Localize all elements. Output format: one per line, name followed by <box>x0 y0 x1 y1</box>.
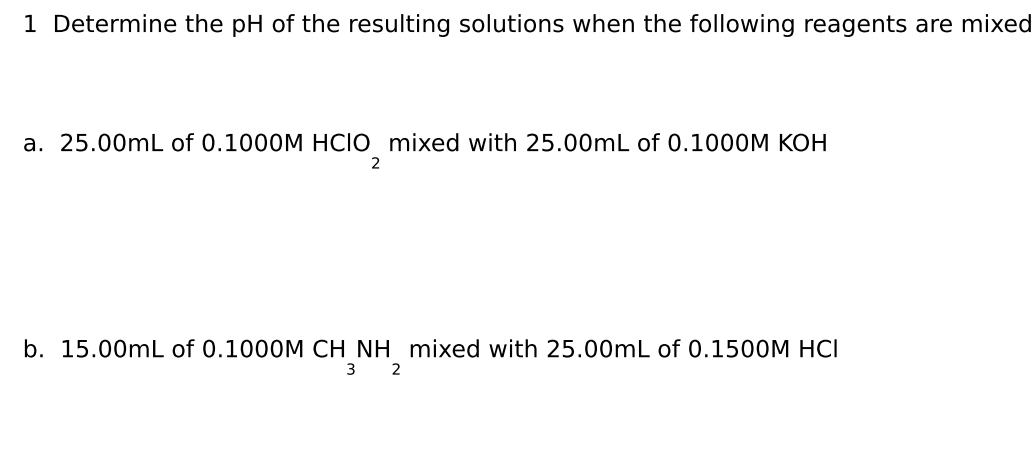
Text: 1: 1 <box>23 13 37 37</box>
Text: NH: NH <box>356 338 392 362</box>
Text: a.: a. <box>23 132 60 156</box>
Text: mixed with 25.00mL of 0.1500M HCl: mixed with 25.00mL of 0.1500M HCl <box>401 338 840 362</box>
Text: 15.00mL of 0.1000M CH: 15.00mL of 0.1000M CH <box>60 338 346 362</box>
Text: 2: 2 <box>392 363 401 378</box>
Text: 2: 2 <box>371 157 381 172</box>
Text: b.: b. <box>23 338 60 362</box>
Text: 3: 3 <box>346 363 356 378</box>
Text: 25.00mL of 0.1000M HClO: 25.00mL of 0.1000M HClO <box>60 132 371 156</box>
Text: Determine the pH of the resulting solutions when the following reagents are mixe: Determine the pH of the resulting soluti… <box>37 13 1034 37</box>
Text: mixed with 25.00mL of 0.1000M KOH: mixed with 25.00mL of 0.1000M KOH <box>381 132 828 156</box>
